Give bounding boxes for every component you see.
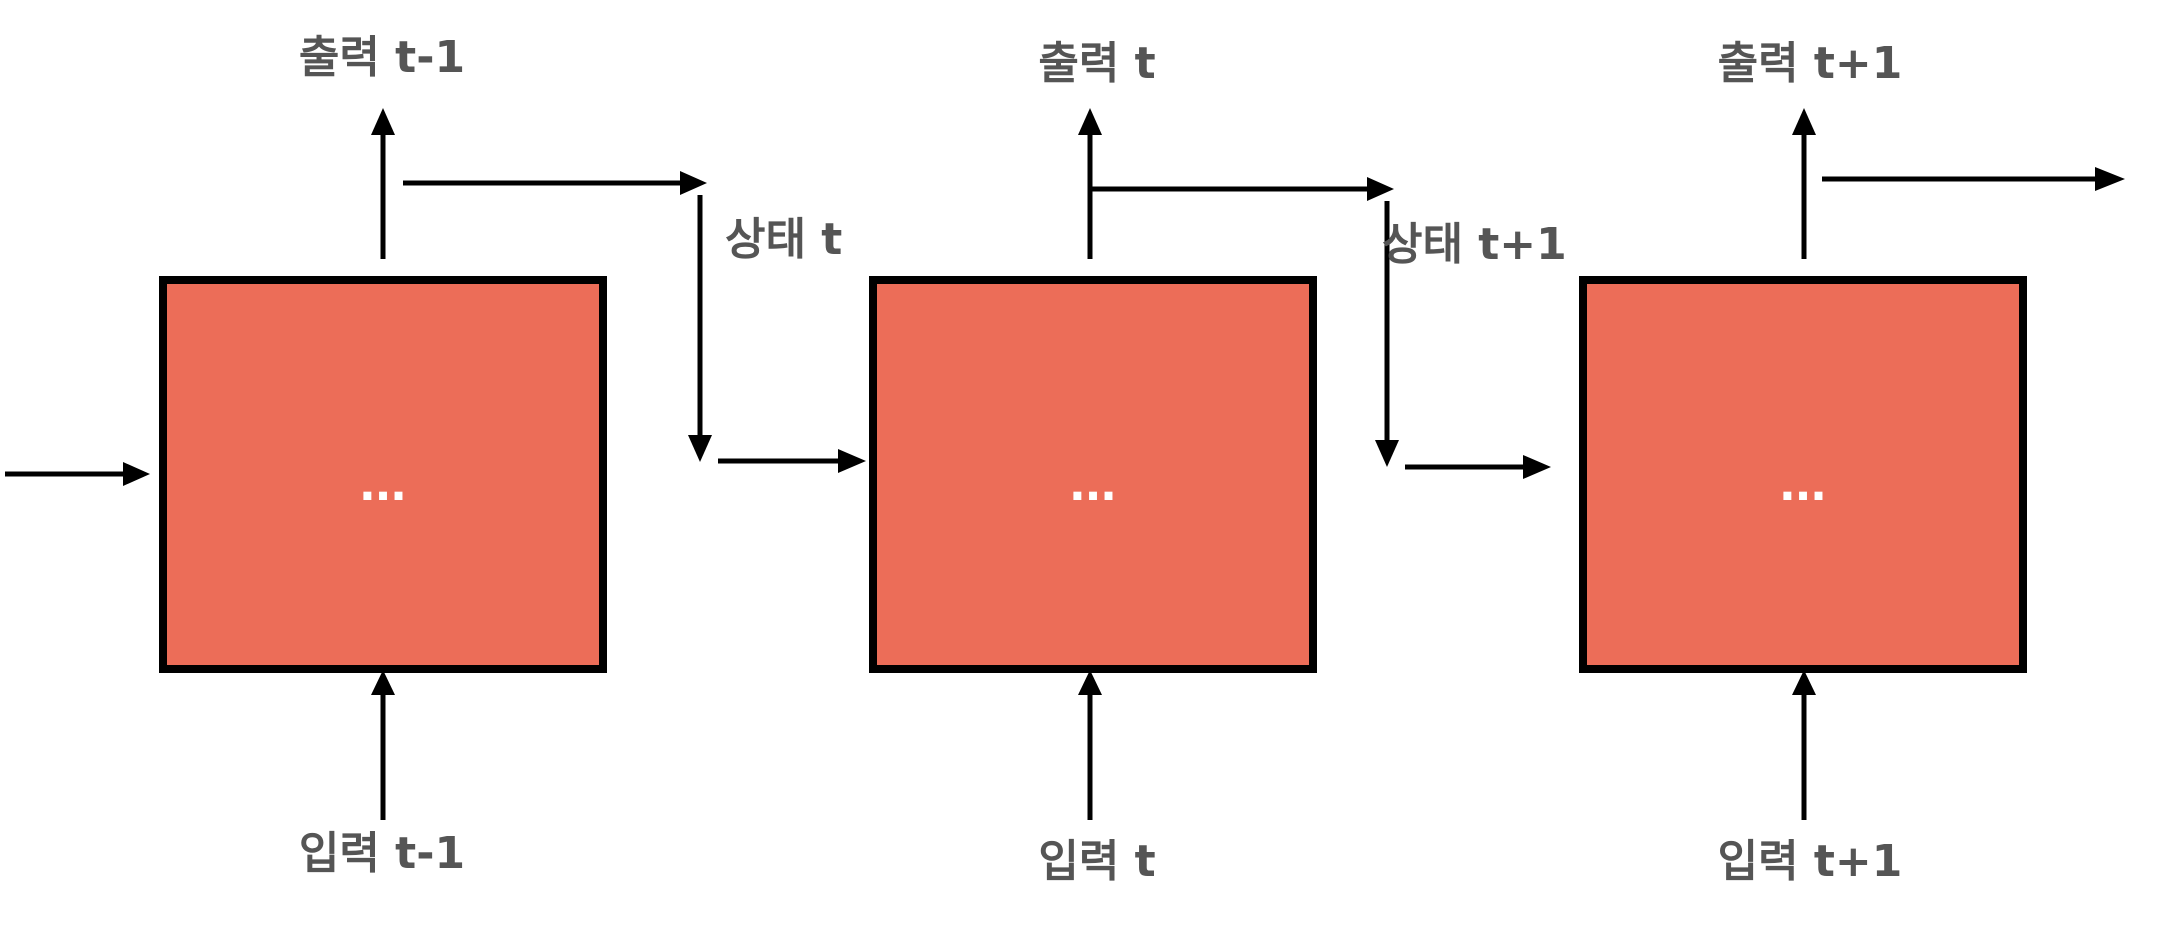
state-arrow-into-cell-3 (1405, 455, 1551, 479)
input-label-3: 입력 t+1 (1718, 836, 1903, 887)
output-label-3: 출력 t+1 (1718, 38, 1903, 89)
output-label-2: 출력 t (1038, 38, 1155, 89)
state-arrow-right-1 (403, 171, 707, 195)
output-arrow-2 (1078, 108, 1102, 259)
state-arrow-into-cell-2 (718, 449, 866, 473)
input-label-1: 입력 t-1 (299, 828, 465, 879)
input-label-2: 입력 t (1038, 836, 1155, 887)
input-arrow-2 (1078, 670, 1102, 820)
state-label-1: 상태 t (725, 214, 842, 265)
cell-ellipsis-2: ... (1070, 449, 1117, 512)
state-arrow-right-2 (1090, 177, 1394, 201)
cell-ellipsis-1: ... (360, 449, 407, 512)
output-arrow-3 (1792, 108, 1816, 259)
input-arrow-1 (371, 670, 395, 820)
state-label-2: 상태 t+1 (1382, 219, 1567, 270)
state-arrow-down-1 (688, 195, 712, 462)
output-label-1: 출력 t-1 (299, 32, 465, 83)
input-arrow-3 (1792, 670, 1816, 820)
state-arrow-out-3 (1822, 167, 2125, 191)
output-arrow-1 (371, 108, 395, 259)
initial-state-arrow (5, 462, 150, 486)
cell-ellipsis-3: ... (1780, 449, 1827, 512)
